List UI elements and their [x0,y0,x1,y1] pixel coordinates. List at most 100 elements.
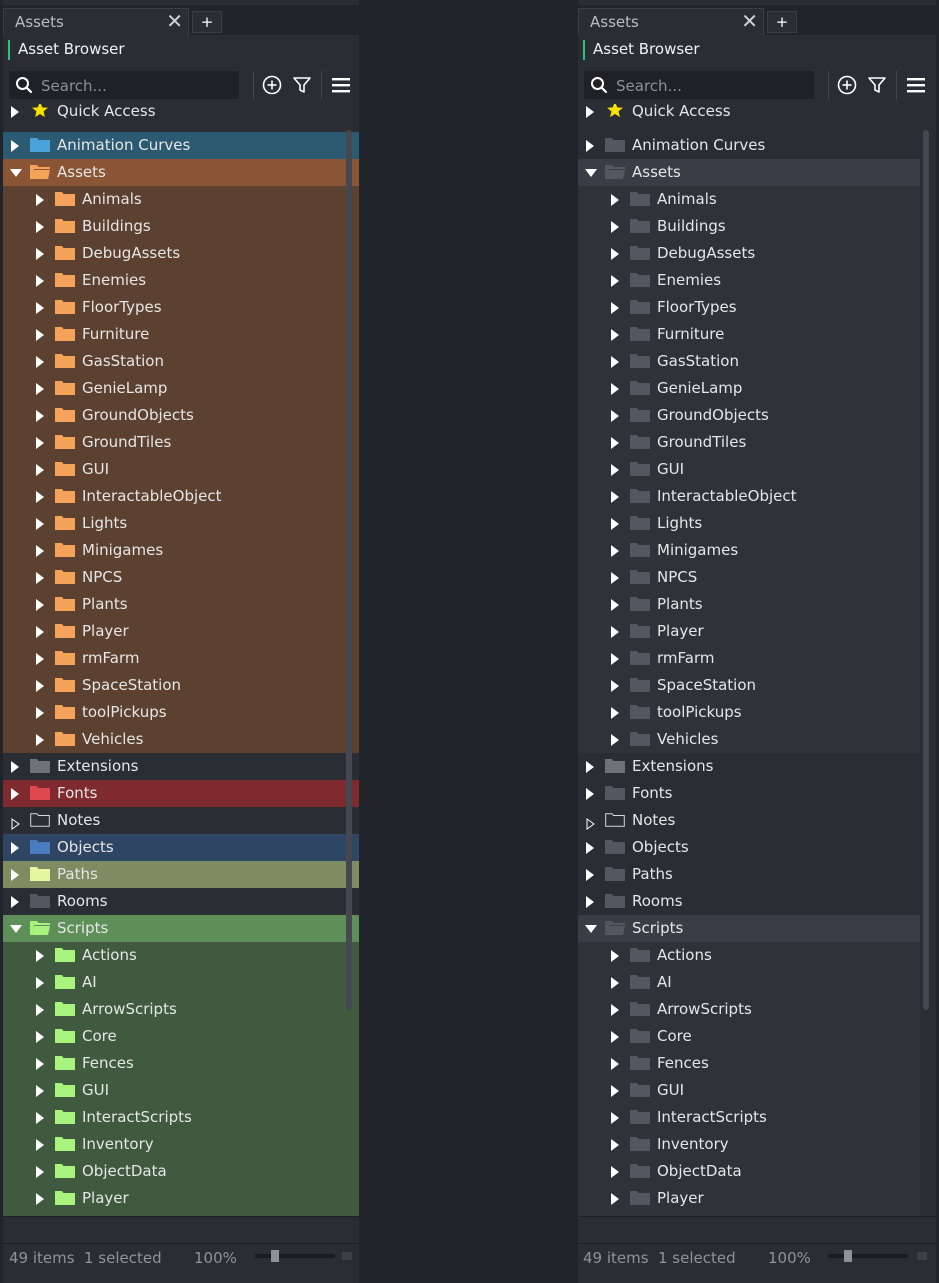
chevron-right-icon[interactable] [11,896,19,908]
panel-divider[interactable] [359,0,728,1283]
tree-item-script-ai[interactable]: AI [578,969,920,996]
hamburger-menu-icon[interactable] [329,73,353,97]
chevron-right-icon[interactable] [611,1085,619,1097]
chevron-right-icon[interactable] [36,1085,44,1097]
chevron-right-icon[interactable] [611,1058,619,1070]
tree-item-script-arrowscripts[interactable]: ArrowScripts [578,996,920,1023]
tree-item-notes[interactable]: Notes [578,807,920,834]
chevron-right-icon[interactable] [611,734,619,746]
tree-item-floortypes[interactable]: FloorTypes [3,294,359,321]
tree-item-npcs[interactable]: NPCS [3,564,359,591]
chevron-right-icon[interactable] [586,896,594,908]
tree-item-rmfarm[interactable]: rmFarm [3,645,359,672]
chevron-down-icon[interactable] [10,169,22,177]
tree-item-script-core[interactable]: Core [3,1023,359,1050]
tree-item-debugassets[interactable]: DebugAssets [578,240,920,267]
vertical-scrollbar[interactable] [923,130,929,1010]
chevron-right-icon[interactable] [611,950,619,962]
table-row[interactable] [3,1212,359,1216]
asset-tree[interactable]: Quick Access Animation Curves Assets Animal… [578,104,936,1216]
tree-item-script-player[interactable]: Player [578,1185,920,1212]
tree-item-groundtiles[interactable]: GroundTiles [578,429,920,456]
tree-item-spacestation[interactable]: SpaceStation [578,672,920,699]
tree-item-rooms[interactable]: Rooms [3,888,359,915]
chevron-right-icon[interactable] [611,1193,619,1205]
tree-item-debugassets[interactable]: DebugAssets [3,240,359,267]
tree-item-objects[interactable]: Objects [578,834,920,861]
zoom-slider[interactable] [828,1250,908,1262]
filter-icon[interactable] [290,73,314,97]
tree-item-enemies[interactable]: Enemies [578,267,920,294]
chevron-right-icon[interactable] [36,1112,44,1124]
tree-item-lights[interactable]: Lights [578,510,920,537]
tree-item-notes[interactable]: Notes [3,807,359,834]
tree-item-script-fences[interactable]: Fences [578,1050,920,1077]
chevron-right-icon[interactable] [611,626,619,638]
chevron-right-icon[interactable] [36,1193,44,1205]
tree-item-script-arrowscripts[interactable]: ArrowScripts [3,996,359,1023]
search-input[interactable] [39,74,238,98]
tree-item-gasstation[interactable]: GasStation [578,348,920,375]
tree-item-furniture[interactable]: Furniture [578,321,920,348]
chevron-right-icon[interactable] [611,383,619,395]
tree-item-interactableobject[interactable]: InteractableObject [578,483,920,510]
chevron-right-icon[interactable] [36,275,44,287]
chevron-right-icon[interactable] [11,788,19,800]
tree-item-assets[interactable]: Assets [578,159,920,186]
chevron-right-icon[interactable] [36,302,44,314]
tree-item-minigames[interactable]: Minigames [3,537,359,564]
chevron-right-icon[interactable] [611,302,619,314]
chevron-right-icon[interactable] [36,572,44,584]
chevron-right-icon[interactable] [11,106,19,118]
chevron-right-icon[interactable] [11,761,19,773]
tab-assets[interactable]: Assets ✕ [578,8,764,35]
tree-item-script-inventory[interactable]: Inventory [3,1131,359,1158]
tree-item-npcs[interactable]: NPCS [578,564,920,591]
tree-item-script-objectdata[interactable]: ObjectData [578,1158,920,1185]
scrollbar-thumb[interactable] [346,130,352,1010]
tree-item-rmfarm[interactable]: rmFarm [578,645,920,672]
chevron-right-icon[interactable] [611,221,619,233]
chevron-right-icon[interactable] [611,491,619,503]
chevron-right-icon[interactable] [611,518,619,530]
search-box[interactable] [9,71,239,99]
tree-item-player[interactable]: Player [578,618,920,645]
chevron-right-icon[interactable] [586,842,594,854]
chevron-right-icon[interactable] [36,1166,44,1178]
chevron-right-icon[interactable] [586,140,594,152]
table-row[interactable] [578,1212,920,1216]
horizontal-scroll-area[interactable] [578,1216,936,1244]
tree-item-assets[interactable]: Assets [3,159,359,186]
tree-item-extensions[interactable]: Extensions [578,753,920,780]
tree-item-groundtiles[interactable]: GroundTiles [3,429,359,456]
tree-item-extensions[interactable]: Extensions [3,753,359,780]
zoom-slider-knob[interactable] [271,1250,279,1262]
tree-item-quick-access[interactable]: Quick Access [578,104,920,125]
chevron-right-icon[interactable] [36,707,44,719]
tree-item-script-gui[interactable]: GUI [3,1077,359,1104]
zoom-slider[interactable] [255,1250,335,1262]
asset-tree[interactable]: Quick Access Animation Curves Assets Animal… [3,104,359,1216]
add-tab-button[interactable]: + [767,11,797,33]
tree-item-gui[interactable]: GUI [578,456,920,483]
tree-item-fonts[interactable]: Fonts [578,780,920,807]
chevron-right-icon[interactable] [611,1166,619,1178]
chevron-right-icon[interactable] [611,275,619,287]
chevron-right-icon[interactable] [11,140,19,152]
tree-item-animals[interactable]: Animals [578,186,920,213]
tree-item-plants[interactable]: Plants [3,591,359,618]
hamburger-menu-icon[interactable] [904,73,928,97]
tree-item-paths[interactable]: Paths [3,861,359,888]
tree-item-toolpickups[interactable]: toolPickups [578,699,920,726]
chevron-right-icon[interactable] [36,464,44,476]
chevron-right-icon[interactable] [36,653,44,665]
chevron-right-icon[interactable] [611,356,619,368]
tree-item-script-ai[interactable]: AI [3,969,359,996]
chevron-right-icon[interactable] [611,1112,619,1124]
chevron-right-icon[interactable] [611,194,619,206]
chevron-right-icon[interactable] [611,1139,619,1151]
tree-item-animation-curves[interactable]: Animation Curves [3,132,359,159]
chevron-right-icon[interactable] [611,1031,619,1043]
tree-item-animation-curves[interactable]: Animation Curves [578,132,920,159]
chevron-right-icon[interactable] [586,761,594,773]
